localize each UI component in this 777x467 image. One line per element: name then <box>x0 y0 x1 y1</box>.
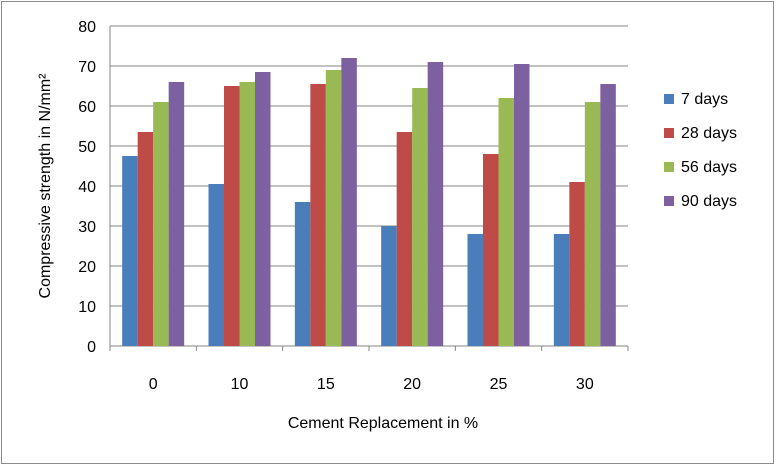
legend-label: 28 days <box>681 125 737 142</box>
x-axis-title: Cement Replacement in % <box>288 415 478 432</box>
bar-56-days-25 <box>498 98 514 346</box>
legend-swatch <box>664 128 674 138</box>
bar-90-days-20 <box>427 62 444 346</box>
legend-label: 90 days <box>681 193 737 210</box>
bar-56-days-10 <box>239 82 255 346</box>
x-tick-label: 0 <box>149 376 158 393</box>
x-tick-label: 20 <box>403 376 421 393</box>
bar-28-days-10 <box>224 86 240 346</box>
bar-28-days-25 <box>483 154 499 346</box>
x-tick-label: 10 <box>231 376 249 393</box>
y-tick-labels: 0 10 20 30 40 50 60 70 80 <box>78 19 96 356</box>
bar-56-days-20 <box>412 88 428 346</box>
x-tick-label: 15 <box>317 376 335 393</box>
bar-90-days-30 <box>600 84 616 346</box>
x-tick-labels: 0 10 15 20 25 30 <box>149 376 594 393</box>
legend-swatch <box>664 94 674 104</box>
bar-56-days-15 <box>325 70 342 346</box>
y-tick-label: 0 <box>87 339 96 356</box>
bar-28-days-0 <box>137 132 154 346</box>
y-tick-label: 30 <box>78 219 96 236</box>
y-tick-label: 60 <box>78 99 96 116</box>
bars <box>122 58 616 346</box>
bar-28-days-20 <box>396 132 413 346</box>
bar-7-days-20 <box>381 226 397 346</box>
legend-label: 7 days <box>681 91 728 108</box>
bar-7-days-15 <box>294 202 311 346</box>
y-tick-label: 70 <box>78 59 96 76</box>
bar-90-days-10 <box>255 72 271 346</box>
bar-7-days-30 <box>553 234 570 346</box>
y-tick-label: 10 <box>78 299 96 316</box>
y-tick-label: 20 <box>78 259 96 276</box>
y-tick-label: 50 <box>78 139 96 156</box>
bar-56-days-0 <box>153 102 169 346</box>
bar-7-days-10 <box>208 184 224 346</box>
bar-7-days-0 <box>122 156 138 346</box>
bar-90-days-15 <box>341 58 357 346</box>
bar-28-days-30 <box>569 182 585 346</box>
x-tick-label: 30 <box>576 376 594 393</box>
y-tick-label: 80 <box>78 19 96 36</box>
bar-7-days-25 <box>467 234 483 346</box>
gridlines <box>109 25 629 351</box>
y-axis-title: Compressive strength in N/mm² <box>37 73 54 299</box>
bar-90-days-0 <box>168 82 185 346</box>
bar-56-days-30 <box>584 102 601 346</box>
bar-28-days-15 <box>310 84 326 346</box>
x-tick-label: 25 <box>490 376 508 393</box>
legend-swatch <box>664 162 674 172</box>
legend-label: 56 days <box>681 159 737 176</box>
legend-swatch <box>664 196 674 206</box>
y-tick-label: 40 <box>78 179 96 196</box>
legend: 7 days 28 days 56 days 90 days <box>664 91 737 210</box>
bar-90-days-25 <box>514 64 530 346</box>
